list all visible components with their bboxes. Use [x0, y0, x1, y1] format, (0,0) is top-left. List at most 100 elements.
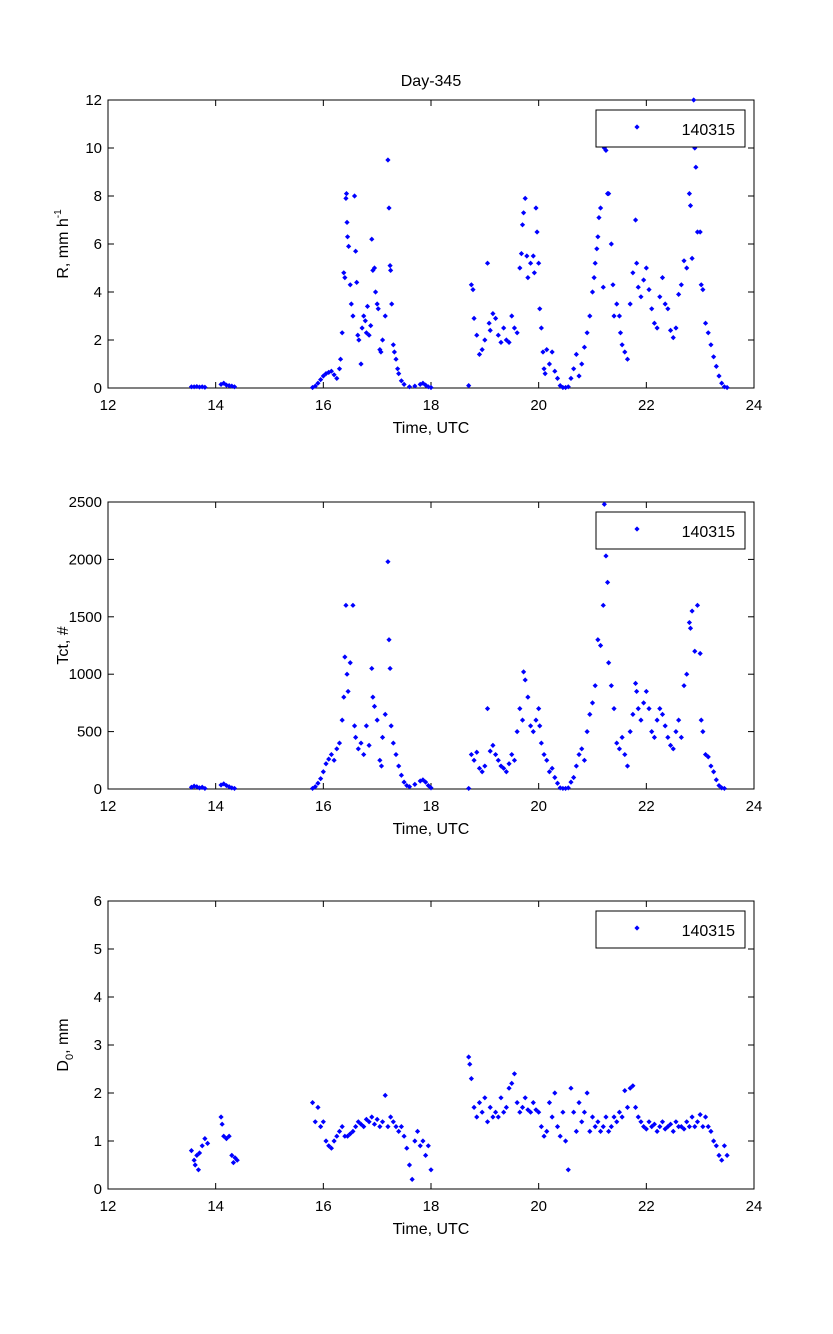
data-point: [342, 275, 348, 281]
data-point: [363, 330, 369, 336]
data-point: [192, 1162, 198, 1168]
data-point: [428, 384, 434, 391]
data-point: [509, 313, 515, 319]
x-tick-label: 16: [315, 798, 332, 815]
data-point: [694, 229, 701, 235]
data-point: [318, 377, 324, 383]
data-point: [337, 356, 344, 362]
data-point: [565, 785, 571, 791]
data-point: [565, 1167, 571, 1173]
data-point: [525, 275, 531, 281]
data-point: [493, 1109, 499, 1115]
data-point: [343, 191, 350, 197]
data-point: [231, 785, 238, 792]
data-point: [700, 729, 706, 735]
data-point: [595, 637, 601, 643]
data-point: [654, 717, 660, 723]
data-point: [323, 371, 329, 377]
data-point: [592, 683, 598, 689]
data-point: [344, 234, 351, 240]
data-point: [336, 740, 343, 746]
data-point: [538, 1124, 544, 1130]
data-point: [571, 366, 577, 372]
data-point: [312, 784, 318, 790]
data-point: [386, 205, 392, 211]
data-point: [522, 195, 528, 201]
data-point: [343, 602, 349, 608]
data-point: [509, 751, 515, 758]
data-point: [581, 757, 588, 763]
data-point: [369, 1114, 375, 1120]
data-point: [218, 1114, 224, 1120]
data-point: [689, 608, 695, 614]
data-point: [517, 1109, 523, 1115]
x-tick-label: 12: [100, 1198, 117, 1215]
data-point: [684, 265, 690, 271]
data-point: [347, 282, 353, 288]
data-point: [366, 742, 372, 748]
data-point: [386, 637, 392, 643]
data-point: [486, 320, 492, 326]
data-point: [573, 763, 579, 769]
x-tick-label: 14: [207, 1198, 224, 1215]
y-tick-label: 1: [94, 1133, 102, 1150]
data-point: [519, 1104, 526, 1110]
data-point: [358, 740, 364, 746]
data-point: [719, 380, 725, 386]
x-tick-label: 18: [423, 397, 440, 414]
data-point: [404, 1145, 410, 1151]
data-point: [568, 1085, 574, 1091]
data-point: [385, 1124, 391, 1130]
data-point: [474, 1114, 480, 1120]
data-point: [493, 315, 499, 321]
subplot-2: 12 14 16 18 20 22 24 0 500 1000 1500 2000 2500 Time, …: [55, 494, 762, 838]
data-point: [536, 260, 542, 266]
data-point: [531, 270, 537, 276]
data-point: [196, 1150, 203, 1156]
data-point: [490, 311, 496, 317]
data-point: [654, 325, 660, 331]
data-point: [673, 1119, 679, 1125]
data-point: [657, 706, 663, 712]
data-point: [579, 361, 585, 367]
data-point: [546, 769, 553, 775]
data-point: [231, 384, 238, 390]
data-point: [614, 301, 620, 307]
data-point: [638, 294, 644, 300]
data-point: [520, 669, 527, 675]
data-point: [549, 349, 555, 355]
data-point: [611, 706, 617, 712]
data-point: [702, 751, 709, 758]
data-point: [378, 763, 385, 769]
data-point: [667, 327, 674, 333]
data-point: [412, 383, 418, 389]
data-point: [202, 1136, 208, 1142]
data-point: [509, 1080, 515, 1086]
x-axis-label: Time, UTC: [393, 821, 470, 838]
data-point: [476, 351, 483, 357]
data-point: [589, 289, 596, 295]
data-point: [641, 277, 647, 283]
data-point: [616, 313, 623, 319]
data-point: [571, 1109, 577, 1115]
data-point: [587, 313, 593, 319]
data-point: [554, 780, 561, 786]
data-point: [534, 229, 540, 235]
data-point: [355, 746, 361, 752]
x-tick-label: 20: [530, 397, 547, 414]
data-point: [401, 381, 407, 387]
data-point: [530, 253, 536, 259]
y-tick-label: 6: [94, 893, 102, 910]
data-point: [587, 1128, 593, 1134]
data-point: [584, 330, 590, 336]
data-point: [362, 318, 368, 324]
data-point: [584, 729, 590, 735]
data-point: [667, 742, 674, 748]
data-point: [549, 1114, 555, 1120]
data-point: [616, 746, 623, 752]
data-point: [368, 323, 374, 329]
data-point: [662, 1126, 668, 1132]
data-point: [514, 1100, 520, 1106]
data-point: [627, 729, 633, 735]
